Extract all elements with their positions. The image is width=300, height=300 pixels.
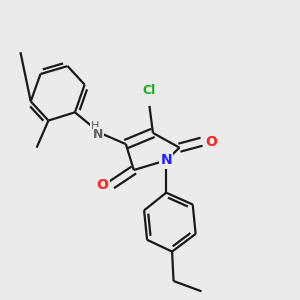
Text: N: N: [160, 153, 172, 167]
Text: Cl: Cl: [143, 84, 156, 97]
Text: N: N: [93, 128, 104, 141]
Text: H: H: [91, 121, 99, 130]
Text: O: O: [205, 135, 217, 149]
Text: O: O: [96, 178, 108, 192]
